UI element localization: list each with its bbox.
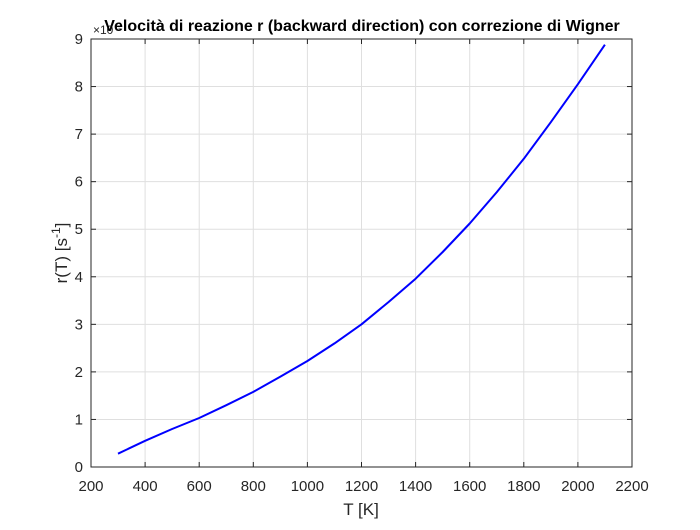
y-tick-label: 9 (75, 31, 83, 48)
x-tick-label: 1000 (291, 478, 324, 495)
grid (91, 39, 632, 467)
x-tick-label: 800 (241, 478, 266, 495)
series-layer (117, 44, 606, 455)
y-tick-label: 8 (75, 79, 83, 96)
y-tick-label: 6 (75, 174, 83, 191)
y-tick-label: 0 (75, 459, 83, 476)
x-tick-label: 2200 (615, 478, 648, 495)
x-tick-label: 1600 (453, 478, 486, 495)
y-axis-multiplier: ×10 ? (93, 21, 122, 37)
x-tick-labels: 200 400 600 800 1000 1200 1400 1600 1800 2000 2200 (78, 478, 648, 495)
y-tick-label: 4 (75, 269, 83, 286)
x-axis-label: T [K] (343, 500, 379, 519)
x-tick-label: 1400 (399, 478, 432, 495)
x-tick-label: 400 (133, 478, 158, 495)
y-tick-label: 2 (75, 364, 83, 381)
y-tick-label: 3 (75, 316, 83, 333)
y-tick-label: 7 (75, 126, 83, 143)
x-tick-label: 2000 (561, 478, 594, 495)
y-tick-label: 1 (75, 411, 83, 428)
y-axis-label: r(T) [s-1] (49, 223, 71, 284)
x-tick-label: 1200 (345, 478, 378, 495)
x-tick-label: 1800 (507, 478, 540, 495)
ticks (90, 38, 633, 468)
y-tick-labels: 0 1 2 3 4 5 6 7 8 9 (75, 31, 83, 476)
chart-title: Velocità di reazione r (backward directi… (104, 18, 620, 35)
x-tick-label: 200 (78, 478, 103, 495)
y-tick-label: 5 (75, 221, 83, 238)
x-tick-label: 600 (187, 478, 212, 495)
series-line (117, 44, 606, 455)
